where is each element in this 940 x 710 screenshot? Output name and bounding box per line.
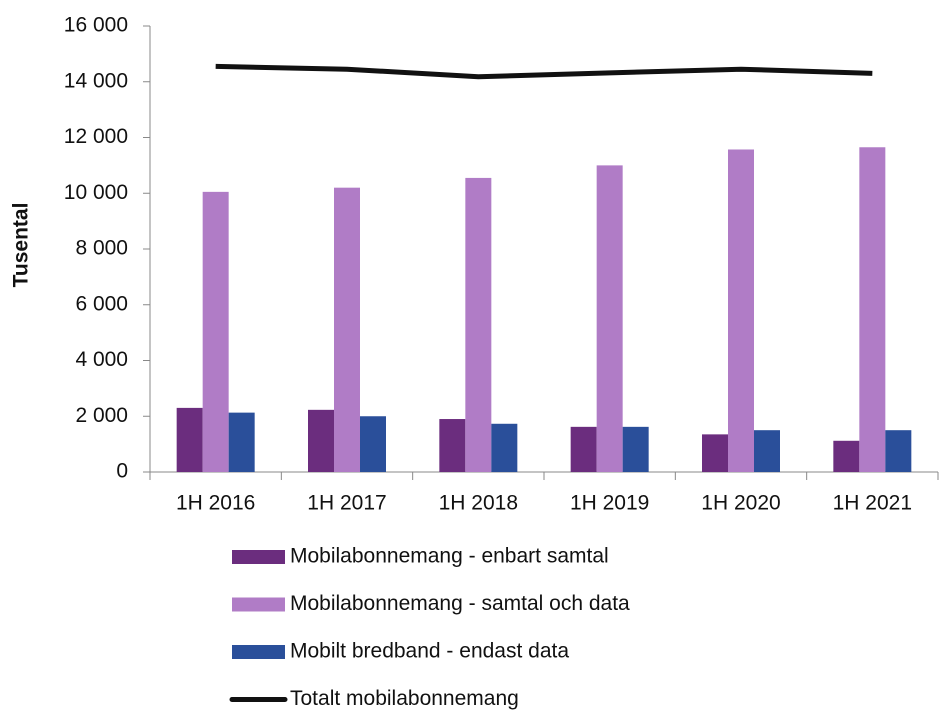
legend-swatch: [232, 645, 285, 659]
y-tick-label: 2 000: [75, 404, 128, 427]
line: [215, 63, 873, 80]
bar: [439, 419, 466, 472]
legend-label: Mobilt bredband - endast data: [290, 640, 569, 663]
y-tick-label: 16 000: [64, 14, 128, 37]
bar: [596, 165, 623, 472]
bar: [728, 149, 754, 472]
x-tick-label: 1H 2019: [570, 492, 649, 515]
y-tick-label: 8 000: [75, 237, 128, 260]
x-tick-label: 1H 2016: [176, 492, 255, 515]
x-tick-label: 1H 2021: [833, 492, 912, 515]
legend-swatch: [232, 550, 285, 564]
legend-label: Totalt mobilabonnemang: [290, 687, 519, 710]
bar: [176, 407, 203, 472]
y-tick-label: 0: [116, 460, 128, 483]
y-tick-label: 12 000: [64, 125, 128, 148]
bar: [360, 416, 386, 472]
y-tick-label: 4 000: [75, 348, 128, 371]
legend-label: Mobilabonnemang - samtal och data: [290, 592, 630, 615]
bar: [702, 434, 728, 472]
y-axis-label: Tusental: [10, 203, 33, 288]
x-tick-label: 1H 2020: [701, 492, 780, 515]
y-tick-label: 6 000: [75, 292, 128, 315]
bar: [833, 440, 860, 472]
legend-label: Mobilabonnemang - enbart samtal: [290, 545, 609, 568]
bar: [622, 426, 649, 472]
bar: [334, 187, 360, 473]
bar: [308, 409, 334, 472]
bar: [570, 426, 597, 472]
bar: [754, 430, 780, 472]
bar: [859, 147, 886, 472]
y-tick-label: 14 000: [64, 69, 128, 92]
x-tick-label: 1H 2018: [439, 492, 518, 515]
bar: [465, 177, 492, 472]
bar: [491, 423, 518, 472]
bar: [228, 412, 255, 472]
bar: [202, 191, 229, 472]
legend-swatch: [232, 597, 285, 612]
bar: [885, 430, 912, 472]
y-tick-label: 10 000: [64, 181, 128, 204]
x-tick-label: 1H 2017: [307, 492, 386, 515]
